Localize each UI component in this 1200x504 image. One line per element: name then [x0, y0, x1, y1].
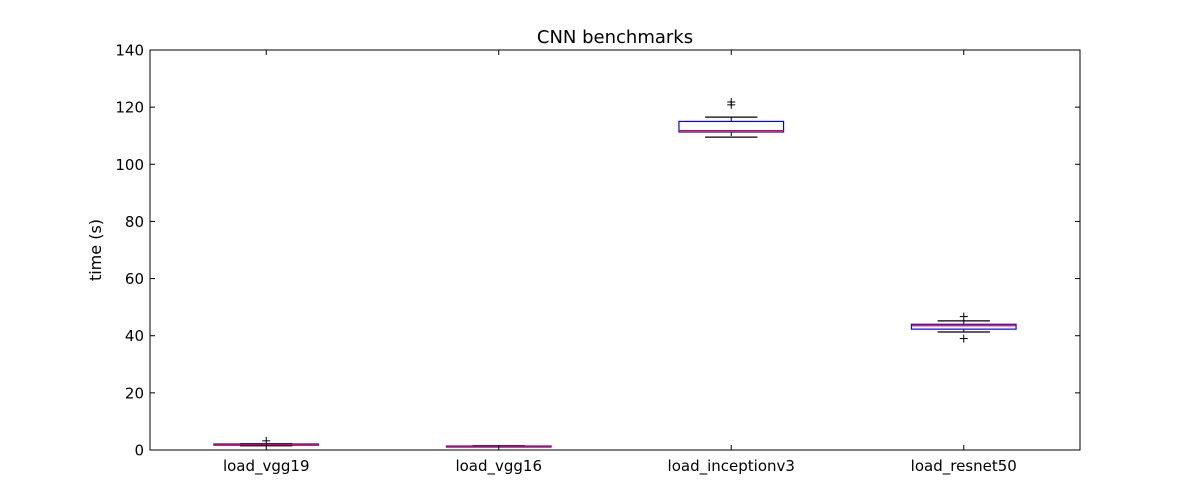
- y-axis-label: time (s): [86, 219, 105, 281]
- outlier-point: [959, 334, 968, 343]
- y-tick-label: 100: [115, 156, 144, 174]
- y-tick-label: 20: [125, 384, 144, 402]
- plot-frame: [149, 49, 1081, 451]
- outlier-point: [727, 98, 736, 106]
- y-tick-label: 140: [115, 42, 144, 60]
- x-tick-label: load_vgg19: [223, 457, 310, 476]
- x-tick-label: load_resnet50: [911, 457, 1017, 476]
- plot-content: [213, 98, 1017, 448]
- box-load_inceptionv3: [678, 98, 785, 138]
- x-axis-ticks: load_vgg19 load_vgg16 load_inceptionv3 load…: [223, 50, 1017, 476]
- y-tick-label: 80: [125, 213, 144, 231]
- outlier-point: [262, 436, 271, 445]
- box-load_resnet50: [910, 312, 1017, 343]
- box-load_vgg19: [213, 436, 320, 447]
- outlier-point: [959, 312, 968, 321]
- y-tick-label: 40: [125, 327, 144, 345]
- chart-title: CNN benchmarks: [537, 27, 693, 48]
- box-iqr: [678, 120, 785, 133]
- box-iqr: [910, 323, 1017, 330]
- y-tick-label: 0: [134, 442, 144, 460]
- y-axis-ticks: 0 20 40 60 80 100 120 140: [115, 42, 1080, 460]
- y-tick-label: 60: [125, 270, 144, 288]
- y-tick-label: 120: [115, 99, 144, 117]
- x-tick-label: load_vgg16: [455, 457, 542, 476]
- x-tick-label: load_inceptionv3: [668, 457, 795, 476]
